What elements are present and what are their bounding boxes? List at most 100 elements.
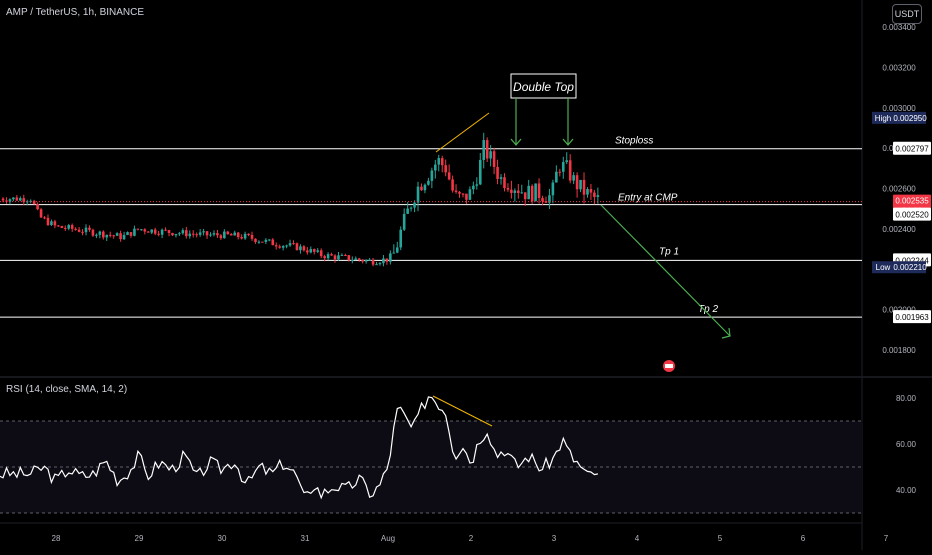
candle-body[interactable]: [5, 200, 8, 202]
candle-body[interactable]: [178, 233, 181, 235]
candle-body[interactable]: [146, 231, 150, 233]
candle-body[interactable]: [15, 197, 19, 201]
candle-body[interactable]: [216, 233, 219, 236]
candle-body[interactable]: [434, 164, 437, 171]
candle-body[interactable]: [565, 160, 569, 163]
candle-body[interactable]: [119, 233, 122, 240]
candle-body[interactable]: [281, 245, 285, 248]
candle-body[interactable]: [568, 160, 572, 181]
candle-body[interactable]: [257, 241, 261, 243]
candle-body[interactable]: [423, 184, 427, 191]
candle-body[interactable]: [357, 258, 361, 260]
candle-body[interactable]: [520, 192, 524, 194]
candle-body[interactable]: [496, 166, 499, 179]
candle-body[interactable]: [98, 231, 102, 235]
candle-body[interactable]: [378, 263, 382, 265]
candle-body[interactable]: [95, 234, 98, 236]
candle-body[interactable]: [233, 232, 237, 236]
candle-body[interactable]: [122, 234, 126, 240]
candle-body[interactable]: [191, 233, 195, 235]
candle-body[interactable]: [302, 246, 306, 251]
candle-body[interactable]: [164, 229, 167, 231]
candle-body[interactable]: [527, 185, 530, 200]
candle-body[interactable]: [105, 234, 109, 238]
candle-body[interactable]: [108, 234, 112, 236]
candle-body[interactable]: [209, 234, 212, 236]
candle-body[interactable]: [517, 190, 520, 193]
candle-body[interactable]: [288, 243, 292, 246]
candle-body[interactable]: [395, 247, 399, 253]
candle-body[interactable]: [323, 256, 326, 259]
candle-body[interactable]: [88, 227, 91, 230]
candle-body[interactable]: [285, 245, 288, 247]
candle-body[interactable]: [202, 231, 205, 233]
candle-body[interactable]: [205, 231, 209, 236]
candle-body[interactable]: [555, 171, 558, 183]
candle-body[interactable]: [427, 180, 430, 185]
candle-body[interactable]: [548, 195, 551, 203]
candle-body[interactable]: [482, 140, 486, 160]
candle-body[interactable]: [63, 227, 67, 229]
candle-body[interactable]: [268, 239, 271, 241]
candle-body[interactable]: [250, 234, 254, 239]
candle-body[interactable]: [157, 233, 160, 235]
candle-body[interactable]: [133, 228, 136, 236]
candle-body[interactable]: [143, 229, 147, 232]
candle-body[interactable]: [447, 172, 451, 180]
candle-body[interactable]: [399, 229, 403, 248]
candle-body[interactable]: [430, 170, 434, 181]
candle-body[interactable]: [112, 235, 115, 237]
candle-body[interactable]: [375, 264, 378, 266]
candle-body[interactable]: [223, 231, 226, 239]
candle-body[interactable]: [489, 151, 492, 159]
candle-body[interactable]: [530, 185, 534, 202]
candle-body[interactable]: [510, 189, 513, 193]
candle-body[interactable]: [264, 239, 268, 242]
candle-body[interactable]: [195, 234, 198, 236]
candle-body[interactable]: [330, 254, 333, 256]
candle-body[interactable]: [475, 184, 479, 186]
candle-body[interactable]: [171, 233, 174, 236]
candle-body[interactable]: [167, 230, 171, 234]
candle-body[interactable]: [364, 260, 368, 262]
candle-body[interactable]: [572, 175, 575, 181]
candle-body[interactable]: [558, 171, 562, 173]
candle-body[interactable]: [271, 239, 275, 246]
candle-body[interactable]: [129, 232, 133, 236]
candle-body[interactable]: [596, 195, 600, 197]
candle-body[interactable]: [136, 228, 140, 230]
candle-body[interactable]: [461, 193, 465, 195]
candle-body[interactable]: [361, 259, 364, 262]
candle-body[interactable]: [337, 255, 340, 260]
rsi-line[interactable]: [0, 396, 599, 500]
currency-button[interactable]: USDT: [892, 4, 922, 24]
candle-body[interactable]: [454, 190, 458, 192]
candle-body[interactable]: [261, 241, 264, 243]
candle-body[interactable]: [492, 151, 496, 167]
candle-body[interactable]: [219, 235, 223, 239]
candle-body[interactable]: [126, 232, 129, 235]
candle-body[interactable]: [91, 229, 95, 236]
candle-body[interactable]: [22, 198, 26, 202]
candle-body[interactable]: [212, 233, 216, 235]
candle-body[interactable]: [32, 200, 36, 205]
candle-body[interactable]: [389, 253, 392, 262]
candle-body[interactable]: [240, 237, 243, 239]
candle-body[interactable]: [77, 229, 81, 232]
candle-body[interactable]: [226, 231, 230, 235]
candle-body[interactable]: [150, 229, 154, 233]
candle-body[interactable]: [74, 228, 77, 230]
candle-body[interactable]: [19, 198, 22, 201]
candle-body[interactable]: [299, 246, 302, 251]
candle-body[interactable]: [340, 254, 344, 256]
candle-body[interactable]: [451, 179, 454, 191]
candle-body[interactable]: [437, 158, 441, 165]
candle-body[interactable]: [39, 209, 43, 218]
candle-body[interactable]: [382, 258, 385, 264]
candle-body[interactable]: [413, 202, 416, 208]
candle-body[interactable]: [43, 217, 46, 219]
candle-body[interactable]: [575, 175, 579, 190]
candle-body[interactable]: [444, 165, 447, 173]
candle-body[interactable]: [84, 227, 88, 233]
candle-body[interactable]: [36, 204, 39, 210]
